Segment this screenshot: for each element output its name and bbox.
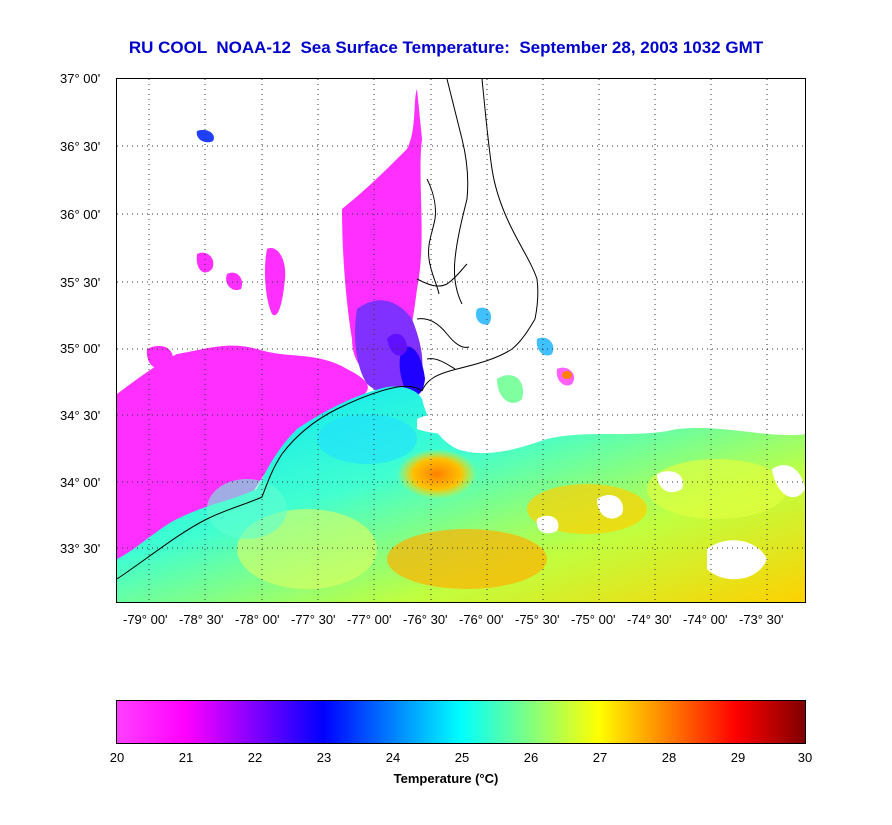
colorbar-label: Temperature (°C) (393, 771, 499, 786)
lat-label-35-30: 35° 30' (60, 275, 101, 290)
colorbar-tick-26: 26 (523, 750, 539, 765)
sst-map-canvas (117, 79, 805, 602)
offshore-patches (475, 307, 575, 403)
colorbar-tick-21: 21 (178, 750, 194, 765)
lat-label-35-00: 35° 00' (60, 341, 101, 356)
colorbar-tick-29: 29 (730, 750, 746, 765)
colorbar-tick-24: 24 (385, 750, 401, 765)
lon-label-79-00: -79° 00' (123, 612, 168, 627)
lon-label-74-30: -74° 30' (627, 612, 672, 627)
sst-map (116, 78, 806, 603)
cool-region-purple (196, 129, 425, 396)
lon-label-74-00: -74° 00' (683, 612, 728, 627)
lon-label-77-30: -77° 30' (291, 612, 336, 627)
lat-label-36-00: 36° 00' (60, 207, 101, 222)
colorbar-tick-20: 20 (109, 750, 125, 765)
map-grid (117, 79, 805, 602)
colorbar-tick-22: 22 (247, 750, 263, 765)
colorbar-tick-27: 27 (592, 750, 608, 765)
colorbar-tick-28: 28 (661, 750, 677, 765)
lon-label-78-00: -78° 00' (235, 612, 280, 627)
lat-label-34-00: 34° 00' (60, 475, 101, 490)
lon-label-77-00: -77° 00' (347, 612, 392, 627)
colorbar-tick-25: 25 (454, 750, 470, 765)
lat-label-37-00: 37° 00' (60, 71, 101, 86)
colorbar-tick-30: 30 (797, 750, 813, 765)
coastline (117, 79, 539, 580)
lon-label-76-30: -76° 30' (403, 612, 448, 627)
lon-label-75-30: -75° 30' (515, 612, 560, 627)
lon-label-76-00: -76° 00' (459, 612, 504, 627)
lon-label-73-30: -73° 30' (739, 612, 784, 627)
colorbar-tick-23: 23 (316, 750, 332, 765)
lat-label-33-30: 33° 30' (60, 541, 101, 556)
lon-label-75-00: -75° 00' (571, 612, 616, 627)
map-title: RU COOL NOAA-12 Sea Surface Temperature:… (128, 38, 764, 57)
lat-label-36-30: 36° 30' (60, 139, 101, 154)
lat-label-34-30: 34° 30' (60, 408, 101, 423)
temperature-colorbar (116, 700, 806, 744)
lon-label-78-30: -78° 30' (179, 612, 224, 627)
